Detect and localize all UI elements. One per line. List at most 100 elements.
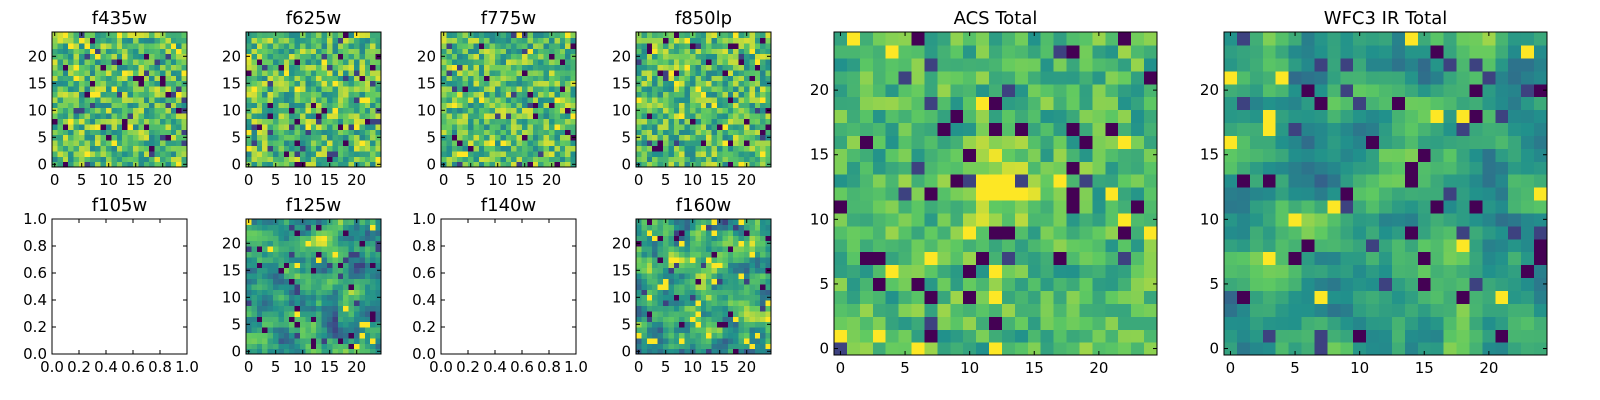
heatmap-cell: [663, 102, 669, 109]
heatmap-cell: [657, 53, 664, 60]
heatmap-cell: [532, 86, 539, 92]
heatmap-cell: [337, 134, 344, 141]
heatmap-cell: [1053, 303, 1068, 317]
heatmap-cell: [300, 300, 306, 306]
heatmap-cell: [457, 134, 464, 141]
heatmap-cell: [370, 262, 377, 269]
heatmap-cell: [846, 303, 861, 317]
heatmap-cell: [505, 107, 512, 114]
heatmap-cell: [495, 42, 501, 49]
heatmap-cell: [690, 294, 696, 301]
heatmap-cell: [1249, 329, 1264, 343]
heatmap-cell: [343, 80, 350, 87]
heatmap-cell: [711, 300, 718, 306]
heatmap-cell: [911, 135, 926, 149]
heatmap-cell: [706, 256, 713, 263]
heatmap-cell: [138, 48, 145, 55]
heatmap-cell: [641, 219, 648, 225]
heatmap-cell: [283, 140, 290, 146]
heatmap-cell: [749, 140, 756, 146]
heatmap-cell: [305, 321, 312, 328]
heatmap-cell: [89, 107, 96, 114]
heatmap-cell: [165, 123, 172, 130]
heatmap-cell: [327, 300, 333, 306]
heatmap-cell: [262, 107, 269, 114]
heatmap-cell: [251, 96, 258, 103]
heatmap-cell: [641, 150, 648, 157]
heatmap-cell: [754, 161, 761, 168]
heatmap-cell: [278, 37, 285, 44]
heatmap-cell: [354, 273, 360, 279]
heatmap-cell: [375, 235, 382, 242]
heatmap-cell: [976, 83, 990, 98]
heatmap-cell: [1275, 199, 1290, 214]
heatmap-cell: [717, 59, 723, 65]
heatmap-cell: [294, 102, 301, 109]
heatmap-cell: [738, 256, 745, 263]
heatmap-cell: [663, 91, 669, 98]
heatmap-cell: [1275, 225, 1290, 240]
heatmap-cell: [749, 262, 756, 269]
heatmap-cell: [538, 48, 545, 55]
heatmap-cell: [332, 37, 339, 44]
heatmap-cell: [522, 140, 528, 146]
x-tick-label: 5: [900, 359, 910, 377]
heatmap-cell: [165, 32, 172, 38]
heatmap-cell: [359, 332, 366, 339]
heatmap-cell: [700, 321, 707, 328]
heatmap-cell: [668, 321, 675, 328]
heatmap-cell: [717, 69, 723, 76]
heatmap-cell: [559, 86, 566, 92]
heatmap-cell: [138, 107, 145, 114]
heatmap-cell: [554, 129, 561, 136]
heatmap-cell: [1105, 212, 1119, 227]
heatmap-cell: [1014, 83, 1029, 98]
heatmap-cell: [143, 37, 150, 44]
heatmap-cell: [370, 48, 377, 55]
heatmap-cell: [706, 69, 713, 76]
heatmap-cell: [457, 102, 464, 109]
heatmap-cell: [1353, 277, 1367, 291]
heatmap-cell: [1495, 316, 1509, 330]
heatmap-cell: [727, 229, 734, 236]
heatmap-cell: [663, 267, 669, 274]
heatmap-cell: [267, 53, 274, 60]
heatmap-cell: [711, 140, 718, 146]
heatmap-cell: [73, 75, 80, 82]
heatmap-cell: [543, 96, 550, 103]
heatmap-cell: [700, 224, 707, 231]
heatmap-cell: [500, 86, 507, 92]
heatmap-cell: [549, 91, 555, 98]
heatmap-cell: [359, 32, 366, 38]
heatmap-cell: [484, 48, 491, 55]
heatmap-cell: [473, 113, 480, 119]
heatmap-cell: [749, 59, 756, 65]
heatmap-cell: [310, 96, 317, 103]
heatmap-cell: [289, 246, 296, 252]
heatmap-cell: [1092, 32, 1106, 46]
heatmap-cell: [473, 48, 480, 55]
heatmap-cell: [289, 262, 296, 269]
heatmap-cell: [976, 174, 990, 188]
heatmap-cell: [256, 150, 263, 157]
heatmap-cell: [332, 145, 339, 152]
heatmap-cell: [370, 123, 377, 130]
heatmap-cell: [646, 310, 653, 317]
heatmap-cell: [690, 316, 696, 323]
heatmap-cell: [765, 75, 772, 82]
heatmap-cell: [1314, 342, 1328, 356]
heatmap-cell: [516, 59, 523, 65]
heatmap-cell: [765, 150, 772, 157]
heatmap-cell: [176, 80, 183, 87]
heatmap-cell: [1014, 135, 1029, 149]
heatmap-cell: [267, 134, 274, 141]
heatmap-cell: [924, 135, 938, 149]
heatmap-cell: [273, 129, 279, 136]
heatmap-cell: [1014, 238, 1029, 253]
heatmap-cell: [160, 113, 166, 119]
heatmap-cell: [668, 332, 675, 339]
heatmap-cell: [733, 224, 740, 231]
heatmap-cell: [1092, 225, 1106, 240]
heatmap-cell: [505, 75, 512, 82]
